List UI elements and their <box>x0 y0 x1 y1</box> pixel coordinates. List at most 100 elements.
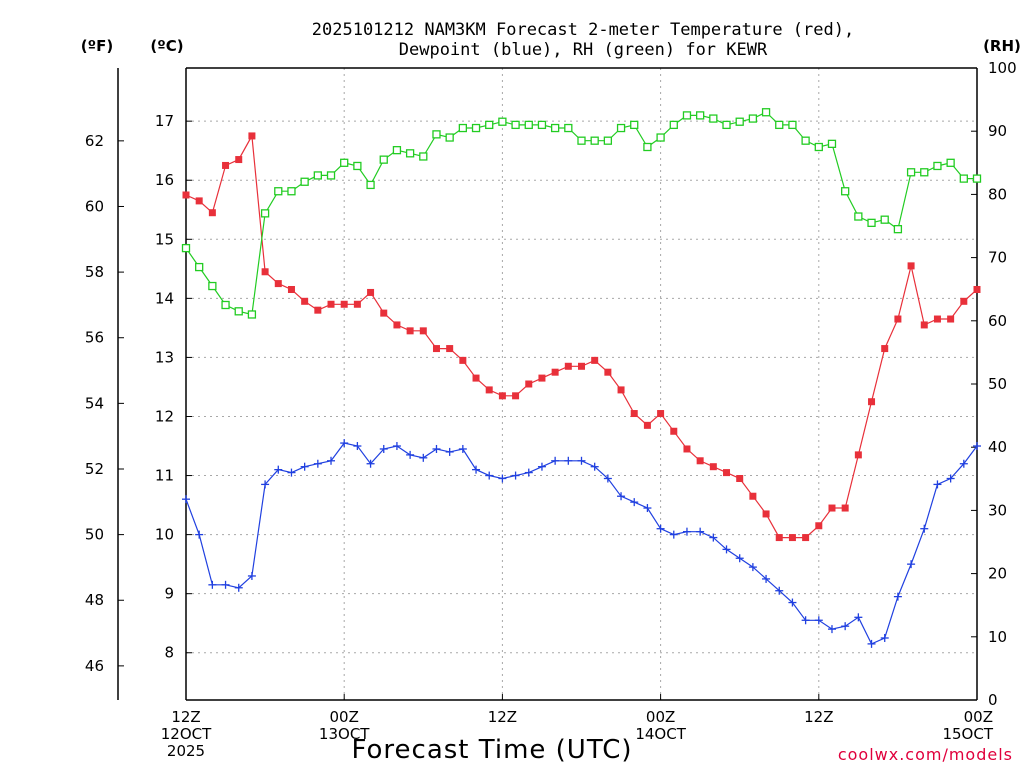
rh-tick-label-50: 50 <box>988 375 1007 393</box>
temperature-point-27 <box>538 374 546 382</box>
rh-point-43 <box>748 114 758 123</box>
temperature-line <box>185 133 978 539</box>
temperature-series <box>182 132 981 542</box>
dewpoint-point-52 <box>867 639 876 648</box>
celsius-tick-label-11: 11 <box>155 467 174 485</box>
dewpoint-point-45 <box>775 586 784 595</box>
dewpoint-point-12 <box>340 439 349 448</box>
temperature-point-6 <box>261 268 269 276</box>
x-tick-label-0-line2: 12OCT <box>161 725 212 743</box>
temperature-point-18 <box>419 327 427 335</box>
dewpoint-point-51 <box>854 613 863 622</box>
celsius-tick-label-10: 10 <box>155 526 174 544</box>
dewpoint-point-14 <box>366 459 375 468</box>
fahrenheit-tick-label-56: 56 <box>85 329 104 347</box>
chart-title-line-2: Dewpoint (blue), RH (green) for KEWR <box>399 40 768 60</box>
rh-unit-label: (RH) <box>983 37 1021 55</box>
temperature-point-54 <box>894 315 902 323</box>
dewpoint-point-58 <box>946 474 955 483</box>
temperature-point-2 <box>208 209 216 217</box>
rh-point-0 <box>181 243 191 253</box>
rh-point-23 <box>485 120 494 130</box>
rh-point-39 <box>696 111 705 120</box>
temperature-point-15 <box>380 309 388 317</box>
dewpoint-point-25 <box>511 471 520 480</box>
temperature-point-3 <box>222 161 230 169</box>
celsius-tick-label-16: 16 <box>155 171 174 189</box>
dewpoint-point-8 <box>287 468 296 477</box>
temperature-point-17 <box>406 327 414 335</box>
temperature-point-25 <box>512 392 520 400</box>
rh-point-56 <box>920 168 929 177</box>
temperature-point-26 <box>525 380 533 388</box>
temperature-point-11 <box>327 300 335 308</box>
temperature-point-36 <box>657 410 665 418</box>
dewpoint-point-21 <box>458 444 467 453</box>
dewpoint-point-41 <box>722 545 731 554</box>
temperature-point-23 <box>485 386 493 394</box>
x-tick-label-36-line2: 14OCT <box>635 725 686 743</box>
temperature-point-35 <box>643 421 651 429</box>
celsius-tick-label-9: 9 <box>164 585 174 603</box>
dewpoint-point-11 <box>327 456 336 465</box>
dewpoint-point-44 <box>762 574 771 583</box>
rh-point-29 <box>564 123 573 133</box>
dewpoint-point-49 <box>827 625 836 634</box>
temperature-point-39 <box>696 457 704 465</box>
dewpoint-point-3 <box>221 580 230 589</box>
x-tick-label-12-line1: 00Z <box>330 708 359 726</box>
rh-point-27 <box>537 120 547 130</box>
rh-point-44 <box>761 108 771 117</box>
temperature-point-48 <box>815 522 823 530</box>
temperature-point-38 <box>683 445 691 453</box>
fahrenheit-tick-label-60: 60 <box>85 197 104 215</box>
dewpoint-point-1 <box>195 530 204 539</box>
fahrenheit-tick-label-54: 54 <box>85 394 104 412</box>
rh-point-6 <box>260 209 270 218</box>
dewpoint-point-31 <box>590 462 599 471</box>
rh-tick-label-80: 80 <box>988 185 1007 203</box>
dewpoint-point-38 <box>682 527 691 536</box>
rh-point-58 <box>946 158 955 167</box>
fahrenheit-tick-label-48: 48 <box>85 591 104 609</box>
rh-point-51 <box>854 212 863 221</box>
fahrenheit-unit-label: (ºF) <box>81 37 113 55</box>
fahrenheit-tick-label-62: 62 <box>85 132 104 150</box>
dewpoint-point-57 <box>933 480 942 489</box>
rh-point-7 <box>274 187 283 196</box>
dewpoint-point-48 <box>814 616 823 625</box>
dewpoint-point-39 <box>696 527 705 536</box>
rh-tick-label-70: 70 <box>988 249 1007 267</box>
rh-point-50 <box>841 187 850 196</box>
temperature-point-60 <box>973 285 981 293</box>
rh-point-14 <box>366 180 375 190</box>
temperature-point-22 <box>472 374 480 382</box>
celsius-tick-label-15: 15 <box>155 230 174 248</box>
temperature-point-55 <box>907 262 915 270</box>
dewpoint-point-36 <box>656 524 665 533</box>
celsius-tick-label-12: 12 <box>155 407 174 425</box>
temperature-point-7 <box>274 280 282 288</box>
x-tick-label-36-line1: 00Z <box>646 708 675 726</box>
rh-point-49 <box>827 139 837 148</box>
temperature-point-30 <box>578 362 585 370</box>
rh-point-28 <box>550 123 560 133</box>
temperature-point-52 <box>868 398 876 406</box>
rh-point-18 <box>419 152 428 161</box>
fahrenheit-tick-label-50: 50 <box>85 526 104 544</box>
rh-point-2 <box>208 281 217 291</box>
temperature-point-33 <box>617 386 625 394</box>
dewpoint-point-46 <box>788 598 797 607</box>
temperature-point-8 <box>287 285 295 293</box>
temperature-point-58 <box>947 315 955 323</box>
rh-point-52 <box>867 218 876 227</box>
temperature-point-13 <box>353 300 361 308</box>
dewpoint-point-27 <box>537 462 546 471</box>
dewpoint-point-5 <box>247 571 256 580</box>
celsius-tick-label-8: 8 <box>164 644 174 662</box>
rh-point-8 <box>287 187 296 196</box>
rh-tick-label-60: 60 <box>988 312 1007 330</box>
dewpoint-point-34 <box>630 498 639 507</box>
rh-point-59 <box>959 174 968 183</box>
